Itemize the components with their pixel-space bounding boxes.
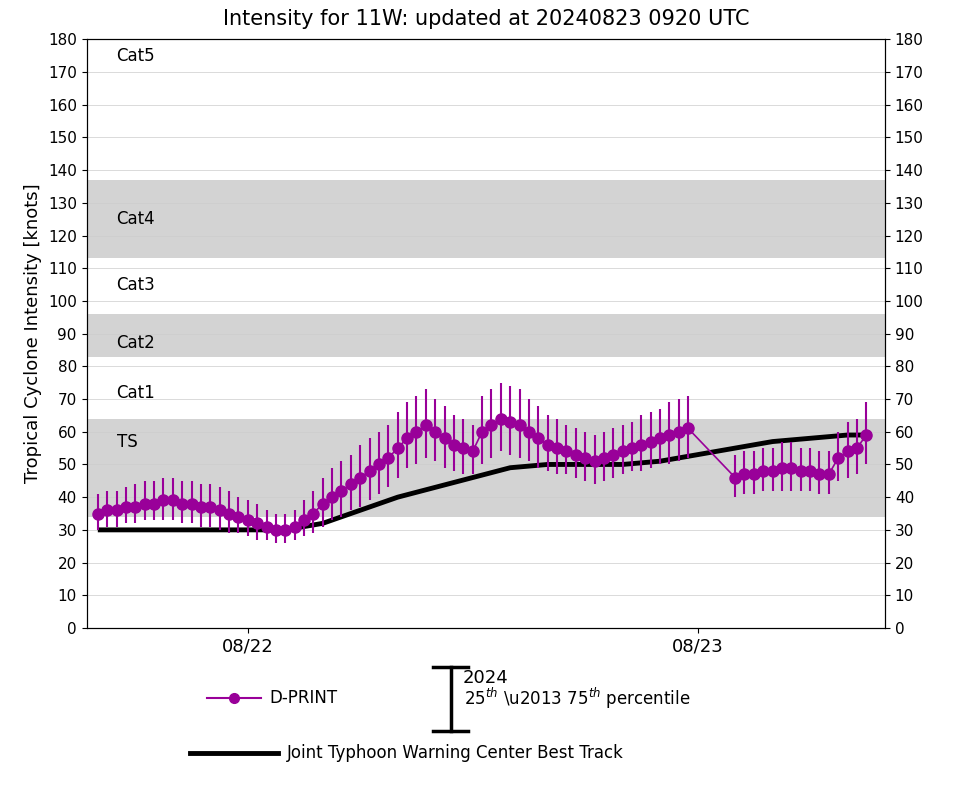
- Text: Cat5: Cat5: [116, 46, 155, 64]
- Text: Cat2: Cat2: [116, 334, 155, 352]
- Y-axis label: Tropical Cyclone Intensity [knots]: Tropical Cyclone Intensity [knots]: [24, 184, 42, 484]
- Text: Joint Typhoon Warning Center Best Track: Joint Typhoon Warning Center Best Track: [286, 744, 624, 762]
- Text: TS: TS: [116, 433, 137, 451]
- Bar: [86, 39, 884, 180]
- Text: 2024: 2024: [462, 669, 508, 687]
- Text: D-PRINT: D-PRINT: [269, 689, 337, 707]
- Title: Intensity for 11W: updated at 20240823 0920 UTC: Intensity for 11W: updated at 20240823 0…: [222, 9, 749, 29]
- Bar: [86, 258, 884, 314]
- Text: Cat4: Cat4: [116, 210, 155, 228]
- Bar: [86, 356, 884, 418]
- Text: 25$^{th}$ \u2013 75$^{th}$ percentile: 25$^{th}$ \u2013 75$^{th}$ percentile: [463, 685, 690, 710]
- Bar: [86, 314, 884, 356]
- Text: Cat1: Cat1: [116, 384, 155, 401]
- Text: Cat3: Cat3: [116, 276, 155, 294]
- Bar: [86, 180, 884, 258]
- Bar: [86, 418, 884, 517]
